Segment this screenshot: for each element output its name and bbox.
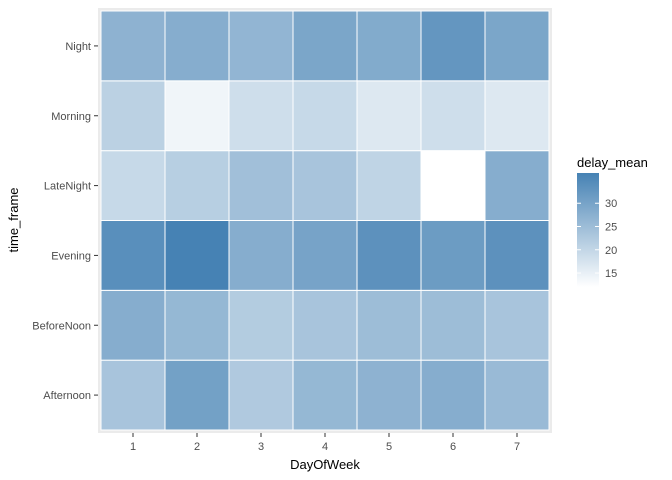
x-tick-label: 5 [386,441,392,453]
heatmap-cell-Evening-5 [356,220,422,291]
heatmap-cell-Morning-2 [164,80,230,152]
heatmap-cell-Evening-7 [484,220,550,291]
x-tick-label: 2 [194,441,200,453]
heatmap-cell-Evening-6 [420,220,486,291]
heatmap-cell-Evening-1 [100,220,166,291]
x-tick-label: 1 [130,441,136,453]
heatmap-cell-Night-6 [420,10,486,82]
y-axis-ticks: Afternoon BeforeNoon Evening LateNight Morni… [32,41,98,402]
legend-ticks: 15 20 25 30 [577,198,617,280]
heatmap-cell-Night-1 [100,10,166,82]
x-tick-label: 4 [322,441,328,453]
x-tick-label: 7 [514,441,520,453]
heatmap-cell-BeforeNoon-3 [228,289,294,361]
heatmap-cell-Afternoon-7 [484,359,550,431]
heatmap-cell-Night-4 [292,10,358,82]
heatmap-cell-Night-2 [164,10,230,82]
heatmap-cell-Evening-4 [292,220,358,291]
heatmap-cell-Night-7 [484,10,550,82]
heatmap-cell-Afternoon-1 [100,359,166,431]
x-tick-label: 6 [450,441,456,453]
heatmap-cell-BeforeNoon-1 [100,289,166,361]
y-tick-label: Morning [51,111,91,123]
heatmap-cell-LateNight-6 [420,150,486,221]
heatmap-cell-LateNight-5 [356,150,422,221]
heatmap-cell-BeforeNoon-6 [420,289,486,361]
heatmap-cell-Night-5 [356,10,422,82]
heatmap-cell-Morning-3 [228,80,294,152]
legend-label: 25 [605,222,617,234]
heatmap-cell-Night-3 [228,10,294,82]
legend-label: 20 [605,245,617,257]
x-tick-label: 3 [258,441,264,453]
heatmap-cell-BeforeNoon-7 [484,289,550,361]
heatmap-cell-Afternoon-4 [292,359,358,431]
heatmap-cell-Afternoon-2 [164,359,230,431]
heatmap-cell-Morning-5 [356,80,422,152]
y-tick-label: Night [65,41,91,53]
heatmap-cell-Morning-4 [292,80,358,152]
heatmap-cell-LateNight-1 [100,150,166,221]
legend-label: 30 [605,198,617,210]
y-tick-label: Afternoon [43,390,91,402]
x-axis-title: DayOfWeek [290,457,360,472]
legend-title: delay_mean [577,155,648,170]
heatmap-cells [100,10,550,431]
heatmap-cell-Morning-6 [420,80,486,152]
heatmap-cell-Afternoon-6 [420,359,486,431]
heatmap-cell-Morning-7 [484,80,550,152]
legend-label: 15 [605,268,617,280]
y-tick-label: LateNight [44,181,91,193]
y-tick-label: Evening [51,250,91,262]
heatmap-cell-Evening-3 [228,220,294,291]
heatmap-cell-Evening-2 [164,220,230,291]
heatmap-cell-BeforeNoon-4 [292,289,358,361]
heatmap-cell-BeforeNoon-2 [164,289,230,361]
heatmap-cell-LateNight-3 [228,150,294,221]
x-axis-ticks: 1 2 3 4 5 6 7 [130,433,520,453]
y-axis-title: time_frame [6,187,21,252]
y-tick-label: BeforeNoon [32,320,91,332]
heatmap-cell-Afternoon-3 [228,359,294,431]
legend-colorbar [577,173,599,287]
heatmap-cell-Afternoon-5 [356,359,422,431]
heatmap-cell-LateNight-7 [484,150,550,221]
heatmap-cell-LateNight-2 [164,150,230,221]
heatmap-cell-Morning-1 [100,80,166,152]
heatmap-cell-LateNight-4 [292,150,358,221]
legend: delay_mean 15 20 25 30 [577,155,648,287]
heatmap-cell-BeforeNoon-5 [356,289,422,361]
